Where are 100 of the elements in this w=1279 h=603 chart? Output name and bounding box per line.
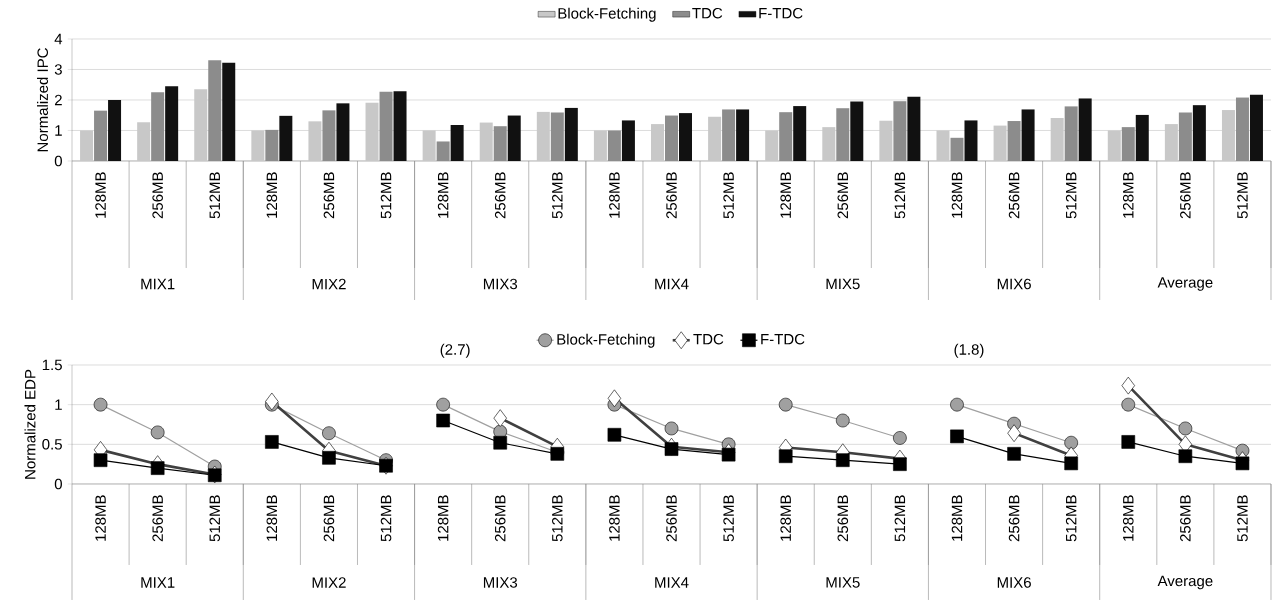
text: MIX1 — [141, 278, 175, 290]
bar — [651, 124, 665, 161]
bar — [1221, 110, 1235, 161]
bar — [208, 60, 222, 161]
point — [1121, 397, 1136, 412]
bar — [493, 126, 507, 161]
text: MIX6 — [997, 278, 1031, 290]
text: MIX1 — [141, 577, 175, 588]
x-tick-label: 128MB — [609, 495, 620, 541]
point — [893, 457, 907, 471]
x-tick-label: 256MB — [666, 495, 677, 542]
legend-label: TDC — [693, 333, 724, 345]
point — [778, 397, 793, 412]
y-tick-label: 3 — [54, 64, 62, 75]
point — [436, 413, 450, 428]
text: MIX3 — [483, 278, 518, 290]
x-tick-label: 512MB — [209, 495, 221, 542]
point — [322, 451, 336, 465]
x-tick-label: 128MB — [1122, 495, 1134, 541]
point — [322, 426, 336, 441]
bar — [679, 113, 693, 161]
bar — [222, 62, 236, 161]
y-tick-label: 0.5 — [42, 439, 62, 450]
point — [1064, 435, 1078, 450]
bar — [779, 112, 793, 161]
legend-label: F-TDC — [761, 333, 805, 345]
bar — [1192, 105, 1206, 161]
text: (2.7) — [440, 343, 470, 358]
bar — [1121, 127, 1135, 161]
x-tick-label: 256MB — [494, 495, 506, 542]
bar — [736, 109, 750, 161]
bar — [879, 120, 893, 161]
x-tick-label: 256MB — [666, 172, 677, 219]
x-tick-label: 128MB — [1122, 172, 1134, 218]
text: MIX2 — [312, 278, 346, 290]
point — [1007, 447, 1021, 461]
bar — [665, 115, 679, 161]
x-tick-label: 512MB — [380, 172, 392, 219]
x-tick-label: 256MB — [1180, 172, 1191, 219]
x-tick-label: 256MB — [323, 172, 335, 219]
x-tick-label: 512MB — [723, 172, 734, 219]
bar — [265, 129, 279, 161]
x-tick-label: 512MB — [552, 172, 563, 219]
legend-label: Block-Fetching — [557, 333, 655, 348]
text: MIX6 — [997, 577, 1031, 588]
text: MIX5 — [826, 278, 860, 290]
bar — [1064, 106, 1078, 161]
bar — [708, 116, 722, 161]
bar — [322, 110, 336, 161]
text: MIX2 — [312, 577, 346, 588]
bar — [765, 130, 779, 161]
bar — [893, 101, 907, 161]
bar — [1107, 130, 1121, 161]
x-tick-label: 128MB — [951, 172, 963, 218]
point — [1121, 435, 1136, 449]
y-tick-label: 1 — [55, 399, 62, 410]
bar — [907, 96, 921, 161]
y-tick-label: 0 — [54, 155, 62, 167]
bar — [964, 120, 978, 161]
bar — [722, 109, 736, 161]
y-axis-title: Normalized IPC — [37, 48, 49, 152]
x-tick-label: 512MB — [1065, 172, 1077, 219]
bar — [621, 120, 635, 161]
text: MIX4 — [655, 577, 689, 588]
x-tick-label: 512MB — [894, 495, 906, 542]
y-tick-label: 0 — [54, 478, 62, 490]
bar — [80, 130, 94, 161]
x-tick-label: 256MB — [494, 172, 506, 219]
x-tick-label: 512MB — [209, 172, 221, 219]
x-tick-label: 128MB — [437, 495, 449, 541]
bar — [1050, 117, 1064, 161]
point — [835, 453, 850, 467]
bar — [793, 106, 807, 161]
y-tick-label: 2 — [54, 94, 62, 106]
bar — [1021, 109, 1035, 161]
text: (1.8) — [954, 343, 984, 358]
x-tick-label: 512MB — [1237, 172, 1248, 219]
point — [493, 435, 508, 450]
bar — [393, 91, 407, 161]
x-tick-label: 256MB — [1008, 495, 1020, 542]
bar — [108, 99, 122, 161]
point — [664, 442, 679, 456]
point — [93, 453, 108, 467]
point — [950, 429, 964, 444]
bar — [336, 103, 350, 161]
bar — [593, 130, 607, 161]
bar — [251, 130, 265, 161]
bar — [1007, 121, 1021, 161]
x-tick-label: 128MB — [437, 172, 449, 218]
y-axis-title: Normalized EDP — [24, 369, 36, 479]
bar — [950, 137, 964, 161]
bar — [151, 92, 165, 161]
bar — [822, 127, 836, 161]
x-tick-label: 512MB — [1065, 495, 1077, 542]
x-tick-label: 256MB — [837, 172, 849, 219]
bar — [422, 130, 436, 161]
bar — [993, 125, 1007, 161]
bar — [450, 124, 464, 161]
bar — [507, 115, 521, 161]
bar — [279, 115, 293, 161]
